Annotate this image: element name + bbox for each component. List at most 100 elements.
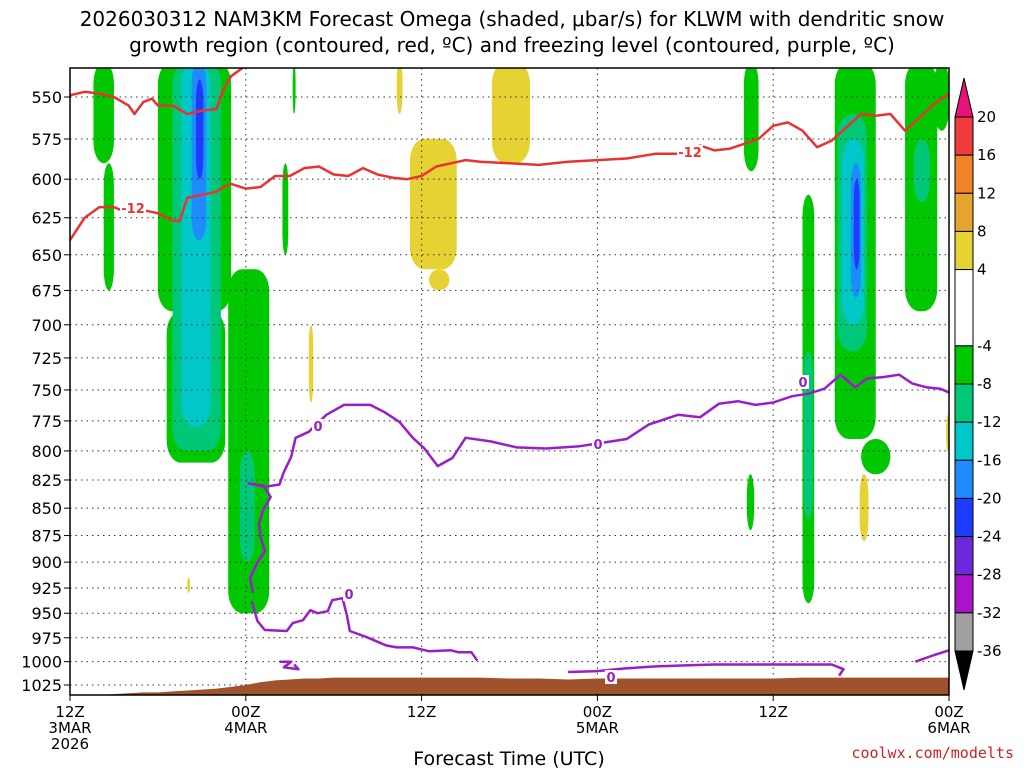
freezing-contour-label-3: 0 bbox=[797, 375, 809, 391]
colorbar-bin-4 bbox=[954, 269, 974, 347]
freezing-contour-label-5: 0 bbox=[605, 670, 617, 686]
colorbar-bin-10 bbox=[954, 536, 974, 576]
omega-region-19 bbox=[746, 474, 755, 531]
colorbar-ticks: 20 16 12 8 4 -4 -8 -12 -16 -20 -24 -28 -32 -36 bbox=[977, 108, 1002, 660]
terrain bbox=[70, 677, 949, 695]
y-axis-ticks: 550 575 600 625 650 675 700 725 750 775 800 825 850 8… bbox=[21, 88, 70, 695]
x-tick-label-0-0: 12Z bbox=[55, 703, 84, 721]
omega-region-1 bbox=[103, 163, 114, 291]
colorbar-label--28: -28 bbox=[977, 566, 1002, 584]
colorbar-bin-7 bbox=[954, 421, 974, 461]
omega-region-23 bbox=[861, 439, 891, 475]
omega-region-0 bbox=[93, 68, 114, 164]
omega-region-30 bbox=[913, 138, 930, 203]
x-tick-label-4-0: 12Z bbox=[759, 703, 788, 721]
freezing-contour-label-4: 0 bbox=[343, 587, 355, 603]
gridlines bbox=[70, 68, 949, 695]
colorbar-label-12: 12 bbox=[977, 184, 996, 202]
colorbar-label-8: 8 bbox=[977, 222, 987, 240]
x-tick-label-1-0: 00Z bbox=[231, 703, 260, 721]
colorbar-label--12: -12 bbox=[977, 413, 1002, 431]
x-tick-label-5-1: 6MAR bbox=[927, 719, 970, 737]
omega-region-14 bbox=[396, 68, 403, 115]
x-tick-label-1-1: 4MAR bbox=[224, 719, 267, 737]
omega-region-16 bbox=[428, 269, 450, 291]
omega-region-11 bbox=[292, 68, 296, 115]
contours bbox=[70, 68, 949, 677]
colorbar-bin-5 bbox=[954, 345, 974, 385]
dgz-contour-label-2: -12 bbox=[677, 145, 703, 161]
colorbar-label--20: -20 bbox=[977, 489, 1002, 507]
colorbar-label-4: 4 bbox=[977, 261, 987, 279]
svg-text:-12: -12 bbox=[678, 146, 702, 161]
y-tick-label-700: 700 bbox=[31, 316, 62, 335]
svg-text:0: 0 bbox=[798, 376, 807, 391]
dgz-contour-label-1: -12 bbox=[120, 201, 146, 217]
y-tick-label-900: 900 bbox=[31, 553, 62, 572]
credit-text: coolwx.com/modelts bbox=[851, 744, 1014, 762]
colorbar-bin-0 bbox=[954, 116, 974, 156]
colorbar bbox=[954, 77, 974, 691]
colorbar-top-arrow bbox=[954, 77, 974, 118]
y-tick-label-875: 875 bbox=[31, 527, 62, 546]
freezing-contour-low bbox=[250, 596, 479, 662]
omega-region-7 bbox=[195, 79, 204, 180]
x-tick-label-5-0: 00Z bbox=[934, 703, 963, 721]
freezing-contour-label-1: 0 bbox=[312, 419, 324, 435]
plot-frame bbox=[69, 67, 950, 696]
colorbar-bottom-arrow bbox=[954, 650, 974, 691]
colorbar-label-20: 20 bbox=[977, 108, 996, 126]
y-tick-label-825: 825 bbox=[31, 471, 62, 490]
dgz-contour-main bbox=[70, 92, 949, 241]
colorbar-bin-9 bbox=[954, 497, 974, 538]
freezing-contour-label-2: 0 bbox=[592, 437, 604, 453]
freezing-contour-sfc2 bbox=[914, 649, 949, 663]
svg-text:0: 0 bbox=[593, 438, 602, 453]
freezing-contour-main bbox=[247, 373, 949, 594]
y-tick-label-650: 650 bbox=[31, 246, 62, 265]
colorbar-bin-12 bbox=[954, 612, 974, 652]
svg-text:0: 0 bbox=[606, 671, 615, 686]
svg-text:0: 0 bbox=[344, 588, 353, 603]
x-tick-label-2-0: 12Z bbox=[407, 703, 436, 721]
y-tick-label-1000: 1000 bbox=[21, 653, 62, 672]
x-tick-label-0-1: 3MAR bbox=[48, 719, 91, 737]
y-tick-label-625: 625 bbox=[31, 209, 62, 228]
omega-region-28 bbox=[859, 474, 869, 541]
y-tick-label-1025: 1025 bbox=[21, 676, 62, 695]
colorbar-label--16: -16 bbox=[977, 451, 1002, 469]
x-tick-label-3-0: 00Z bbox=[583, 703, 612, 721]
colorbar-label--8: -8 bbox=[977, 375, 992, 393]
colorbar-label--32: -32 bbox=[977, 604, 1002, 622]
y-tick-label-600: 600 bbox=[31, 170, 62, 189]
y-tick-label-750: 750 bbox=[31, 381, 62, 400]
colorbar-bin-8 bbox=[954, 459, 974, 499]
freezing-contour-sfc bbox=[568, 663, 845, 677]
colorbar-label--4: -4 bbox=[977, 337, 992, 355]
omega-region-10 bbox=[282, 163, 289, 255]
chart-title-line1: 2026030312 NAM3KM Forecast Omega (shaded… bbox=[80, 7, 945, 31]
y-tick-label-975: 975 bbox=[31, 629, 62, 648]
colorbar-bin-11 bbox=[954, 574, 974, 614]
y-tick-label-675: 675 bbox=[31, 281, 62, 300]
colorbar-bin-6 bbox=[954, 383, 974, 423]
colorbar-label--36: -36 bbox=[977, 642, 1002, 660]
svg-text:-12: -12 bbox=[121, 202, 145, 217]
terrain-fill bbox=[70, 677, 949, 695]
colorbar-bin-1 bbox=[954, 154, 974, 194]
y-tick-label-725: 725 bbox=[31, 349, 62, 368]
omega-region-15 bbox=[409, 138, 457, 270]
x-tick-label-0-2: 2026 bbox=[51, 735, 89, 753]
y-tick-label-950: 950 bbox=[31, 604, 62, 623]
omega-region-13 bbox=[308, 324, 314, 403]
omega-region-27 bbox=[853, 179, 860, 270]
colorbar-bin-3 bbox=[954, 230, 974, 271]
x-tick-label-3-1: 5MAR bbox=[576, 719, 619, 737]
omega-region-17 bbox=[491, 68, 531, 164]
y-tick-label-550: 550 bbox=[31, 88, 62, 107]
y-tick-label-800: 800 bbox=[31, 442, 62, 461]
y-tick-label-850: 850 bbox=[31, 499, 62, 518]
freezing-contour-blip bbox=[279, 660, 300, 671]
